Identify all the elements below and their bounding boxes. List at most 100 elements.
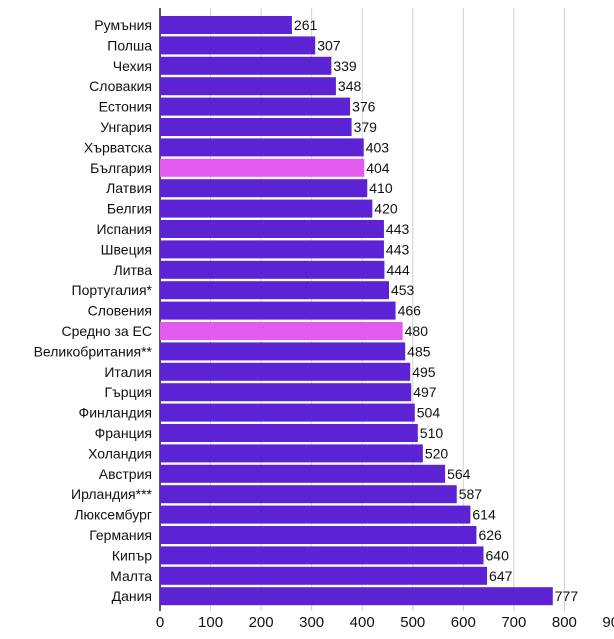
category-labels: Румъния Полша Чехия Словакия Естония Унгария Х… — [34, 17, 153, 604]
bar — [160, 301, 396, 320]
bar — [160, 424, 418, 442]
bar — [160, 383, 412, 402]
category-label: Унгария — [100, 119, 152, 135]
bar — [160, 56, 332, 75]
category-label: Дания — [112, 588, 152, 604]
bar — [160, 179, 368, 198]
bar — [160, 444, 423, 463]
value-label: 404 — [366, 160, 390, 176]
value-label: 497 — [413, 384, 437, 400]
value-label: 626 — [478, 527, 502, 543]
bar — [160, 138, 364, 157]
category-label: Италия — [104, 364, 152, 380]
bars — [160, 16, 553, 606]
category-label: Словакия — [89, 78, 152, 94]
category-label: Белгия — [107, 201, 152, 217]
value-label: 466 — [398, 303, 422, 319]
bar-highlighted — [160, 322, 403, 340]
value-label: 614 — [472, 507, 496, 523]
category-label: Словения — [88, 303, 152, 319]
category-label: Кипър — [112, 547, 152, 563]
value-label: 453 — [391, 282, 415, 298]
category-label: Чехия — [113, 58, 152, 74]
bar — [160, 16, 292, 34]
bar — [160, 199, 373, 218]
x-tick-label: 200 — [249, 614, 274, 631]
value-label: 504 — [417, 405, 441, 421]
value-label: 485 — [407, 343, 431, 359]
bar-highlighted — [160, 158, 365, 177]
value-label: 403 — [366, 139, 390, 155]
bar — [160, 220, 384, 238]
bar — [160, 526, 477, 544]
category-label: Швеция — [101, 241, 152, 257]
x-tick-label: 400 — [350, 614, 375, 631]
value-label: 510 — [420, 425, 444, 441]
bar — [160, 546, 484, 565]
value-label: 443 — [386, 221, 410, 237]
value-label: 564 — [447, 466, 471, 482]
value-label: 777 — [555, 588, 579, 604]
category-label: Люксембург — [74, 507, 152, 523]
x-tick-label: 300 — [299, 614, 324, 631]
value-label: 339 — [333, 58, 357, 74]
value-label: 587 — [459, 486, 483, 502]
x-tick-label: 600 — [451, 614, 476, 631]
bar — [160, 281, 389, 300]
bar — [160, 362, 411, 381]
category-label: Латвия — [106, 180, 152, 196]
x-tick-label: 100 — [198, 614, 223, 631]
x-tick-label: 700 — [501, 614, 526, 631]
category-label: Гърция — [104, 384, 152, 400]
category-label: Ирландия*** — [71, 486, 153, 502]
category-label: Средно за ЕС — [62, 323, 153, 339]
category-label: Франция — [95, 425, 152, 441]
value-label: 495 — [412, 364, 436, 380]
value-label: 443 — [386, 241, 410, 257]
bar — [160, 36, 316, 55]
bar — [160, 118, 352, 136]
category-label: Австрия — [99, 466, 152, 482]
value-label: 520 — [425, 445, 449, 461]
category-label: Португалия* — [72, 282, 153, 298]
category-label: Хърватска — [84, 139, 152, 155]
bar — [160, 240, 384, 259]
category-label: Холандия — [88, 445, 152, 461]
bar — [160, 505, 471, 524]
bar — [160, 97, 351, 116]
bar — [160, 464, 446, 483]
x-tick-label: 800 — [552, 614, 577, 631]
category-label: Румъния — [94, 17, 152, 33]
value-label: 348 — [338, 78, 362, 94]
category-label: Литва — [114, 262, 153, 278]
x-tick-label: 0 — [156, 614, 164, 631]
value-label: 410 — [369, 180, 393, 196]
category-label: Малта — [110, 568, 152, 584]
bar — [160, 77, 336, 96]
bar — [160, 485, 457, 504]
x-axis-ticks: 0 100 200 300 400 500 600 700 800 900 — [156, 614, 614, 631]
value-label: 640 — [486, 547, 510, 563]
value-labels: 261 307 339 348 376 379 403 404 410 420 443 443 444 4… — [294, 17, 578, 604]
category-label: Естония — [99, 99, 152, 115]
category-label: Германия — [89, 527, 152, 543]
category-label: България — [90, 160, 152, 176]
category-label: Финландия — [79, 405, 152, 421]
bar — [160, 566, 488, 585]
value-label: 420 — [374, 201, 398, 217]
category-label: Великобритания** — [34, 343, 153, 359]
category-label: Испания — [96, 221, 152, 237]
bar — [160, 403, 415, 422]
value-label: 647 — [489, 568, 513, 584]
bar — [160, 260, 385, 279]
value-label: 379 — [354, 119, 378, 135]
bar — [160, 587, 553, 606]
category-label: Полша — [107, 37, 152, 53]
bar — [160, 342, 406, 361]
x-tick-label: 900 — [602, 614, 614, 631]
value-label: 444 — [386, 262, 410, 278]
value-label: 480 — [405, 323, 429, 339]
value-label: 376 — [352, 99, 376, 115]
